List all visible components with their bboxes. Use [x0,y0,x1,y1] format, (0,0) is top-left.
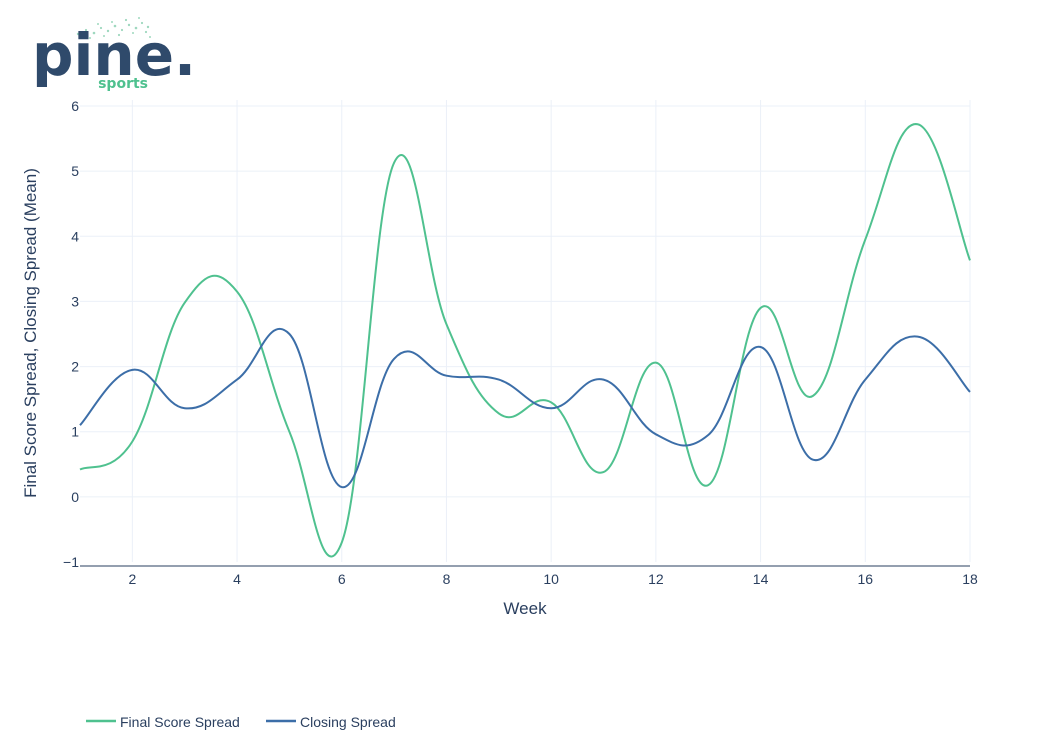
x-tick-label: 14 [753,571,769,587]
logo-dots [76,17,151,39]
y-tick-label: 6 [71,98,79,114]
x-axis-title: Week [503,599,547,618]
y-tick-label: 1 [71,424,79,440]
series-lines [79,123,971,558]
x-tick-label: 8 [443,571,451,587]
logo-wordmark: pine. [32,21,196,89]
legend-label: Final Score Spread [120,714,240,730]
x-tick-label: 2 [128,571,136,587]
x-tick-label: 18 [962,571,978,587]
y-tick-label: 3 [71,293,79,309]
legend-label: Closing Spread [300,714,396,730]
x-tick-label: 6 [338,571,346,587]
logo-subtitle: sports [98,76,148,92]
y-tick-label: 2 [71,359,79,375]
y-tick-label: −1 [63,554,79,570]
legend-item[interactable]: Final Score Spread [86,714,240,730]
y-tick-label: 4 [71,228,79,244]
y-tick-label: 5 [71,163,79,179]
gridlines [80,100,971,562]
pine-sports-logo: pine. sports [32,17,196,92]
x-tick-label: 10 [543,571,559,587]
y-tick-label: 0 [71,489,79,505]
x-tick-label: 12 [648,571,664,587]
x-tick-label: 4 [233,571,241,587]
y-axis-title: Final Score Spread, Closing Spread (Mean… [21,168,40,498]
legend: Final Score Spread Closing Spread [86,714,396,730]
series-line-closing-spread [79,327,971,489]
x-tick-label: 16 [858,571,874,587]
legend-item[interactable]: Closing Spread [266,714,396,730]
series-line-final-score-spread [79,123,971,558]
